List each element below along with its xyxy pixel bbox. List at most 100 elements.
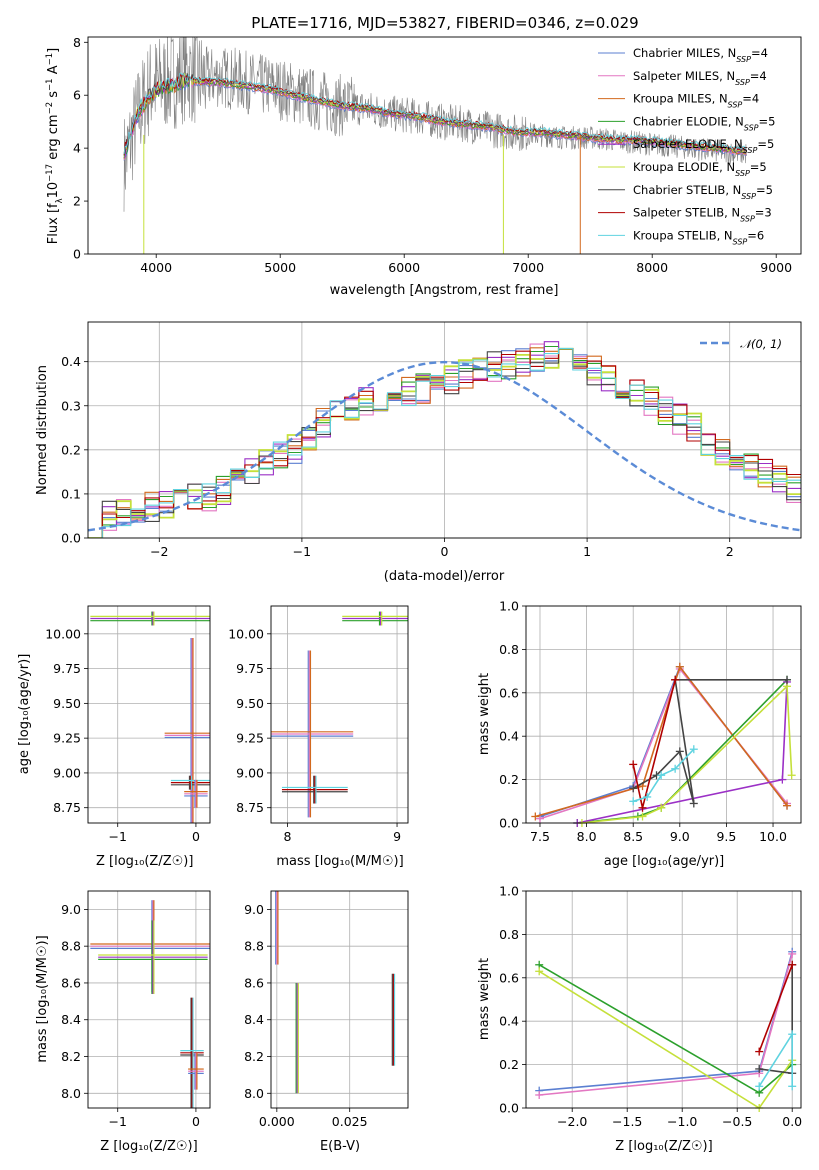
series-line — [539, 667, 788, 820]
model-spectrum-line — [123, 73, 747, 159]
axes-frame — [87, 605, 211, 824]
y-tick-label: 9.00 — [236, 765, 264, 780]
y-tick-label: 10.00 — [228, 626, 264, 641]
x-axis-label: age [log₁₀(age/yr)] — [604, 854, 725, 869]
x-tick-label: 8 — [283, 829, 291, 844]
y-tick-label: 10.00 — [45, 626, 81, 641]
y-tick-label: 8.6 — [244, 975, 264, 990]
y-tick-label: 8.75 — [236, 800, 264, 815]
x-tick-label: 4000 — [140, 260, 172, 275]
x-tick-label: −1.0 — [667, 1114, 697, 1129]
axes-frame — [525, 890, 802, 1109]
y-tick-label: 0.4 — [499, 1014, 519, 1029]
x-tick-label: 9000 — [760, 260, 792, 275]
y-tick-label: 0.4 — [61, 354, 81, 369]
y-tick-label: 9.00 — [53, 765, 81, 780]
y-tick-label: 0.6 — [499, 970, 519, 985]
x-tick-label: 0 — [192, 1114, 200, 1129]
y-tick-label: 1.0 — [499, 884, 519, 899]
errorbar-axes — [267, 891, 408, 1112]
series-line — [535, 665, 788, 818]
y-tick-label: 0.4 — [499, 729, 519, 744]
y-tick-label: 0.1 — [61, 486, 81, 501]
x-tick-label: 8.0 — [577, 829, 597, 844]
y-axis-label: mass weight — [477, 958, 492, 1040]
x-tick-label: 5000 — [264, 260, 296, 275]
y-axis-label: Flux [fλ10−17 erg cm−2 s−1 A−1] — [45, 48, 65, 244]
histogram-step — [88, 347, 801, 538]
legend-label: 𝒩(0, 1) — [740, 337, 782, 351]
x-tick-label: −2.0 — [557, 1114, 587, 1129]
legend-label: Salpeter MILES, NSSP=4 — [633, 69, 767, 87]
x-axis-label: Z [log₁₀(Z/Z☉)] — [96, 854, 193, 869]
y-tick-label: 0.2 — [499, 772, 519, 787]
mass-weight-axes — [522, 890, 801, 1112]
errorbar-axes — [267, 606, 408, 827]
y-tick-label: 0.2 — [61, 442, 81, 457]
series-line — [577, 681, 788, 823]
legend-label: Salpeter ELODIE, NSSP=5 — [633, 137, 774, 155]
y-tick-label: 8.2 — [61, 1049, 81, 1064]
y-tick-label: 8.6 — [61, 975, 81, 990]
y-tick-label: 0.6 — [499, 685, 519, 700]
y-tick-label: 8.75 — [53, 800, 81, 815]
legend-label: Kroupa STELIB, NSSP=6 — [633, 228, 764, 246]
x-axis-label: (data-model)/error — [384, 569, 505, 584]
axes-frame — [270, 605, 409, 824]
y-tick-label: 8.8 — [244, 939, 264, 954]
y-axis-label: mass weight — [477, 673, 492, 755]
y-tick-label: 9.25 — [53, 731, 81, 746]
x-axis-label: mass [log₁₀(M/M☉)] — [276, 854, 403, 869]
series-line — [539, 953, 793, 1096]
y-tick-label: 0.8 — [499, 642, 519, 657]
y-tick-label: 8.0 — [244, 1086, 264, 1101]
y-tick-label: 9.50 — [53, 696, 81, 711]
y-tick-label: 0.8 — [499, 927, 519, 942]
x-tick-label: −1.5 — [612, 1114, 642, 1129]
y-tick-label: 1.0 — [499, 599, 519, 614]
x-axis-label: Z [log₁₀(Z/Z☉)] — [100, 1139, 197, 1154]
x-tick-label: 7.5 — [530, 829, 550, 844]
y-tick-label: 9.75 — [53, 661, 81, 676]
y-tick-label: 0.0 — [61, 531, 81, 546]
x-tick-label: 8.5 — [623, 829, 643, 844]
y-tick-label: 9.75 — [236, 661, 264, 676]
model-spectrum-line — [123, 72, 747, 155]
axes-frame — [87, 36, 802, 255]
x-tick-label: −1 — [293, 544, 311, 559]
y-tick-label: 8.4 — [61, 1012, 81, 1027]
axes-frame — [270, 890, 409, 1109]
chart-title: PLATE=1716, MJD=53827, FIBERID=0346, z=0… — [251, 14, 638, 32]
x-tick-label: 9.5 — [716, 829, 736, 844]
legend-label: Kroupa MILES, NSSP=4 — [633, 92, 759, 110]
y-axis-label: age [log₁₀(age/yr)] — [17, 654, 32, 775]
x-tick-label: 0.000 — [259, 1114, 295, 1129]
y-tick-label: 8.4 — [244, 1012, 264, 1027]
series-line — [758, 964, 793, 1052]
x-axis-label: wavelength [Angstrom, rest frame] — [330, 283, 559, 298]
y-tick-label: 6 — [73, 88, 81, 103]
x-tick-label: 2 — [726, 544, 734, 559]
spectrum-axes — [84, 41, 777, 258]
y-tick-label: 9.50 — [236, 696, 264, 711]
axes-frame — [525, 605, 802, 824]
legend-label: Salpeter STELIB, NSSP=3 — [633, 206, 772, 224]
x-tick-label: 0.0 — [782, 1114, 802, 1129]
x-tick-label: 9 — [393, 829, 401, 844]
x-axis-label: E(B-V) — [320, 1139, 360, 1154]
x-tick-label: −1 — [108, 829, 126, 844]
y-tick-label: 0 — [73, 247, 81, 262]
errorbar-axes — [84, 606, 210, 827]
normal-curve — [88, 360, 801, 532]
x-tick-label: 0 — [441, 544, 449, 559]
y-tick-label: 0.3 — [61, 398, 81, 413]
legend-label: Chabrier STELIB, NSSP=5 — [633, 183, 773, 201]
y-tick-label: 9.0 — [244, 902, 264, 917]
legend-label: Chabrier ELODIE, NSSP=5 — [633, 114, 775, 131]
y-axis-label: Normed distribution — [35, 365, 50, 495]
histogram-step — [88, 347, 801, 538]
y-tick-label: 0.0 — [499, 816, 519, 831]
y-tick-label: 0.2 — [499, 1057, 519, 1072]
y-tick-label: 9.25 — [236, 731, 264, 746]
